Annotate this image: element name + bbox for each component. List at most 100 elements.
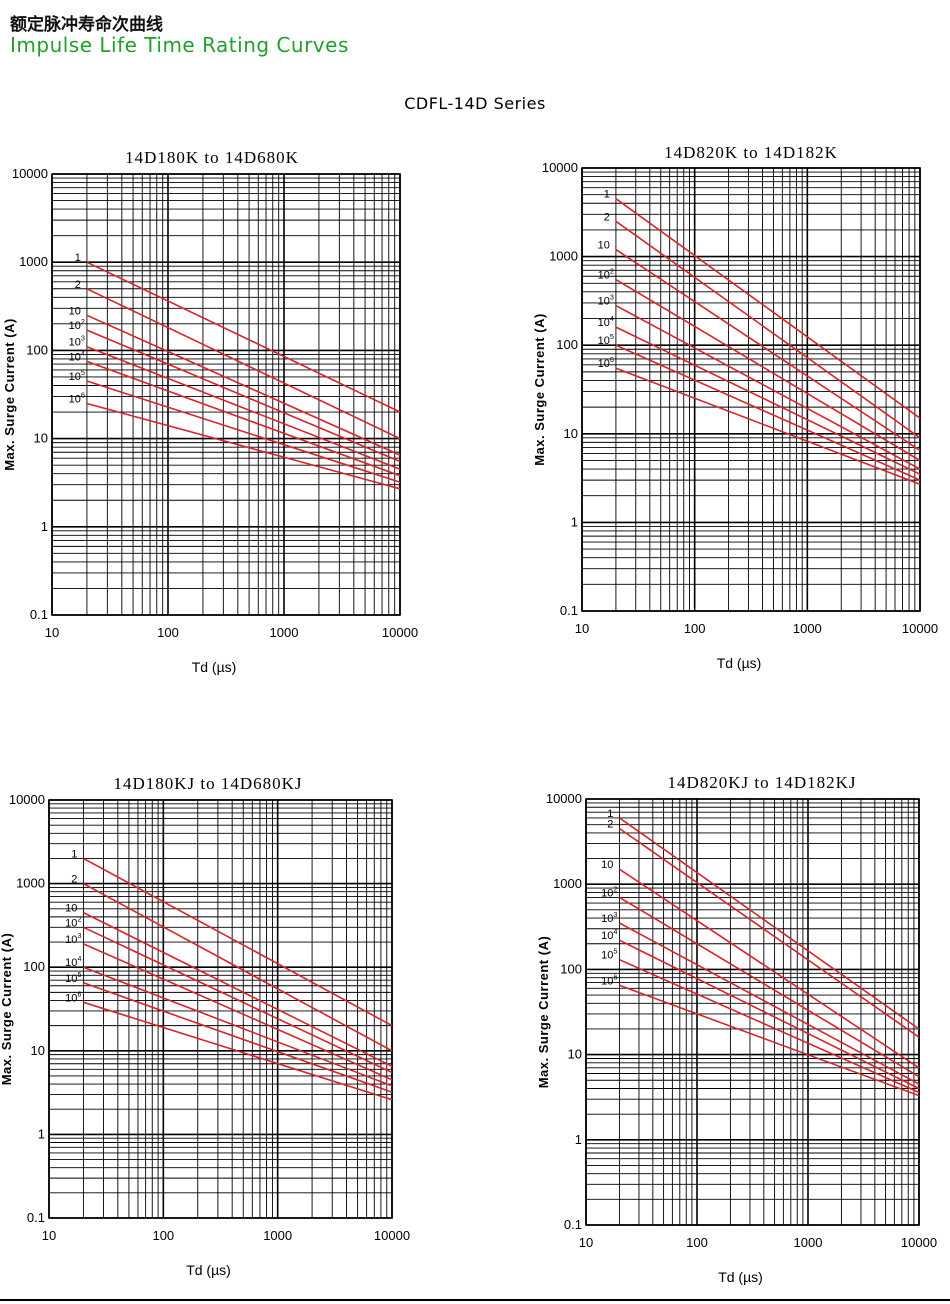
grid [586,799,919,1225]
curve-label: 10 [69,337,81,349]
grid-major [585,798,920,1226]
curve-label: 10 [65,934,77,946]
curve-line [86,402,401,490]
y-axis-label: Max. Surge Current (A) [0,933,14,1086]
curve-label: 1 [607,808,613,820]
x-tick-label: 100 [157,625,179,640]
curve-label: 10 [65,917,77,929]
y-axis-label: Max. Surge Current (A) [532,313,547,466]
curve-line [83,926,393,1074]
y-tick-label: 100 [26,342,48,357]
y-tick-label: 1 [575,1132,582,1147]
curve-label: 2 [604,211,610,223]
curve-label: 10 [601,913,613,925]
y-tick-label: 0.1 [27,1210,45,1225]
curve-label: 2 [607,819,613,831]
curve-label: 10 [598,270,610,282]
y-tick-label: 1000 [19,254,48,269]
y-tick-label: 10 [31,1043,45,1058]
curve-line [618,896,920,1078]
y-tick-label: 1 [38,1126,45,1141]
curve-label: 10 [65,992,77,1004]
chart-14d820k-14d182k: 14D820K to 14D182K 0.1 1 10 100 1000 10000 10 10… [532,143,938,671]
curve-line [86,261,401,413]
curve-label: 2 [75,279,81,291]
curve-label-exponent: 3 [610,295,614,302]
curve-label: 10 [598,335,610,347]
grid [582,168,920,611]
curve-label: 10 [69,371,81,383]
curve-label: 10 [65,903,77,915]
x-tick-label: 10 [42,1228,56,1243]
y-tick-label: 1 [41,519,48,534]
curve-label-exponent: 3 [78,933,82,940]
y-tick-label: 100 [556,337,578,352]
y-tick-label: 0.1 [560,603,578,618]
y-tick-label: 10 [568,1047,582,1062]
x-axis-label: Td (µs) [192,659,237,675]
curve-label-exponent: 2 [610,269,614,276]
y-tick-label: 10000 [546,791,582,806]
curve-line [83,857,393,1027]
curve-label-exponent: 5 [610,334,614,341]
curve-line [86,288,401,440]
curve-label-exponent: 6 [610,357,614,364]
curve-label: 10 [601,887,613,899]
x-tick-label: 10000 [382,625,418,640]
curve-label-exponent: 4 [614,929,618,936]
x-tick-label: 10 [579,1235,593,1250]
series-label: CDFL-14D Series [404,94,546,113]
grid [52,174,400,615]
curve-line [86,380,401,483]
x-tick-label: 10 [45,625,59,640]
curve-label-exponent: 5 [81,370,85,377]
x-axis-label: Td (µs) [718,1269,763,1285]
curve-label: 1 [71,848,77,860]
curve-label: 1 [604,189,610,201]
curve-line [83,982,393,1093]
y-tick-label: 10000 [12,166,48,181]
curve-label: 10 [598,358,610,370]
page-title-chinese: 额定脉冲寿命次曲线 [10,15,163,35]
plot-frame [48,799,393,1219]
curve-label-exponent: 2 [78,916,82,923]
y-tick-label: 0.1 [564,1217,582,1232]
curve-label: 10 [65,957,77,969]
x-tick-label: 1000 [263,1228,292,1243]
curve-line [615,344,921,481]
curve-line [618,827,920,1038]
x-tick-label: 1000 [270,625,299,640]
chart-14d180kj-14d680kj: 14D180KJ to 14D680KJ 0.1 1 10 100 1000 10000 10… [0,774,410,1278]
curve-label: 10 [598,317,610,329]
curve-label: 1 [75,252,81,264]
chart-title: 14D820KJ to 14D182KJ [667,773,856,792]
y-tick-label: 10 [34,431,48,446]
curve-line [619,984,920,1097]
curve-line [83,943,393,1081]
curve-label-exponent: 6 [81,393,85,400]
curve-line [615,367,921,485]
plot-frame [585,798,920,1226]
curve-label: 10 [601,930,613,942]
curve-label-exponent: 4 [81,350,85,357]
curve-label: 10 [601,975,613,987]
curve-line [615,326,921,475]
curve-line [619,922,920,1085]
y-tick-label: 10000 [542,160,578,175]
x-tick-label: 10000 [374,1228,410,1243]
x-tick-label: 1000 [793,621,822,636]
curve-line [615,304,921,470]
curve-line [86,329,401,463]
curve-label-exponent: 3 [81,336,85,343]
curve-label: 10 [601,950,613,962]
curve-label-exponent: 6 [78,991,82,998]
y-axis-label: Max. Surge Current (A) [536,936,551,1089]
curve-label: 10 [598,240,610,252]
page-title-english: Impulse Life Time Rating Curves [10,33,349,57]
curve-line [615,248,921,452]
y-tick-label: 100 [560,961,582,976]
x-tick-label: 1000 [794,1235,823,1250]
curve-line [86,345,401,470]
grid-major [581,167,921,612]
curve-label: 10 [69,394,81,406]
